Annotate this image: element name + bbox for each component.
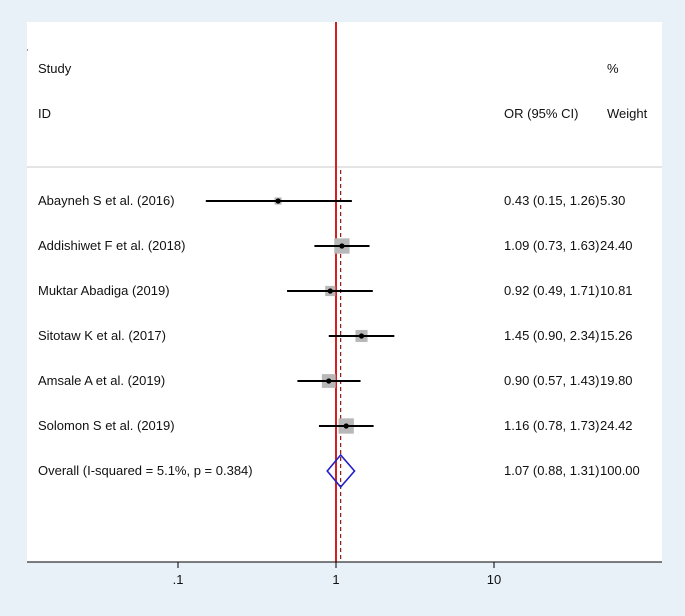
study-weight: 15.26 bbox=[600, 328, 633, 343]
study-or-ci: 1.09 (0.73, 1.63) bbox=[504, 238, 600, 253]
x-tick-label: 10 bbox=[487, 572, 501, 587]
pooled-diamond bbox=[326, 453, 356, 489]
point-estimate bbox=[358, 333, 365, 339]
study-weight: 19.80 bbox=[600, 373, 633, 388]
study-weight: 24.42 bbox=[600, 418, 633, 433]
header-or-ci: OR (95% CI) bbox=[504, 106, 579, 121]
header-percent: % bbox=[607, 61, 619, 76]
overall-weight: 100.00 bbox=[600, 463, 640, 478]
point-estimate bbox=[275, 198, 281, 204]
study-weight: 5.30 bbox=[600, 193, 626, 208]
study-or-ci: 1.16 (0.78, 1.73) bbox=[504, 418, 600, 433]
study-name: Amsale A et al. (2019) bbox=[38, 373, 166, 388]
study-or-ci: 0.90 (0.57, 1.43) bbox=[504, 373, 600, 388]
study-name: Sitotaw K et al. (2017) bbox=[38, 328, 166, 343]
overall-label: Overall (I-squared = 5.1%, p = 0.384) bbox=[38, 463, 253, 478]
study-name: Muktar Abadiga (2019) bbox=[38, 283, 170, 298]
point-estimate bbox=[327, 288, 333, 294]
x-tick-label: 1 bbox=[332, 572, 339, 587]
point-estimate bbox=[339, 243, 345, 249]
study-or-ci: 1.45 (0.90, 2.34) bbox=[504, 328, 600, 343]
study-name: Solomon S et al. (2019) bbox=[38, 418, 175, 433]
study-name: Abayneh S et al. (2016) bbox=[38, 193, 175, 208]
study-or-ci: 0.92 (0.49, 1.71) bbox=[504, 283, 600, 298]
study-name: Addishiwet F et al. (2018) bbox=[38, 238, 186, 253]
point-estimate bbox=[343, 423, 349, 429]
header-weight: Weight bbox=[607, 106, 648, 121]
header-id: ID bbox=[38, 106, 51, 121]
study-or-ci: 0.43 (0.15, 1.26) bbox=[504, 193, 600, 208]
study-weight: 24.40 bbox=[600, 238, 633, 253]
study-weight: 10.81 bbox=[600, 283, 633, 298]
x-tick-label: .1 bbox=[173, 572, 184, 587]
header-study: Study bbox=[38, 61, 72, 76]
point-estimate bbox=[326, 378, 332, 384]
overall-or-ci: 1.07 (0.88, 1.31) bbox=[504, 463, 600, 478]
